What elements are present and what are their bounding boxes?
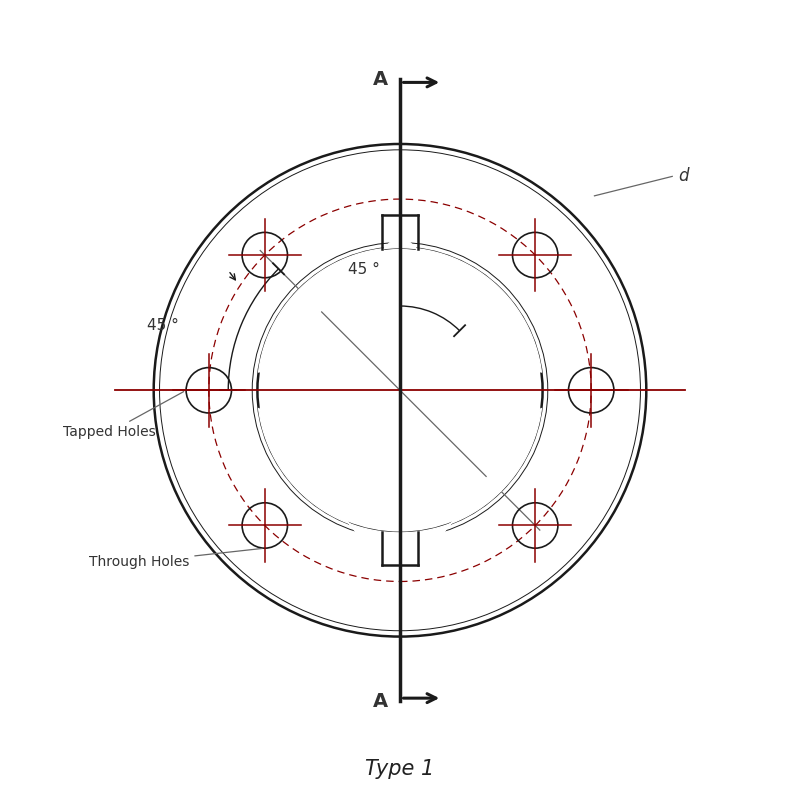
Text: A: A bbox=[374, 70, 388, 89]
Text: 45 °: 45 ° bbox=[147, 318, 179, 333]
Polygon shape bbox=[258, 408, 542, 566]
Text: A: A bbox=[374, 692, 388, 711]
Text: 45 °: 45 ° bbox=[349, 262, 380, 277]
Text: Type 1: Type 1 bbox=[366, 759, 434, 779]
Polygon shape bbox=[258, 215, 542, 373]
Text: d: d bbox=[678, 167, 690, 186]
Text: Through Holes: Through Holes bbox=[89, 549, 262, 569]
Text: Tapped Holes: Tapped Holes bbox=[63, 392, 184, 439]
